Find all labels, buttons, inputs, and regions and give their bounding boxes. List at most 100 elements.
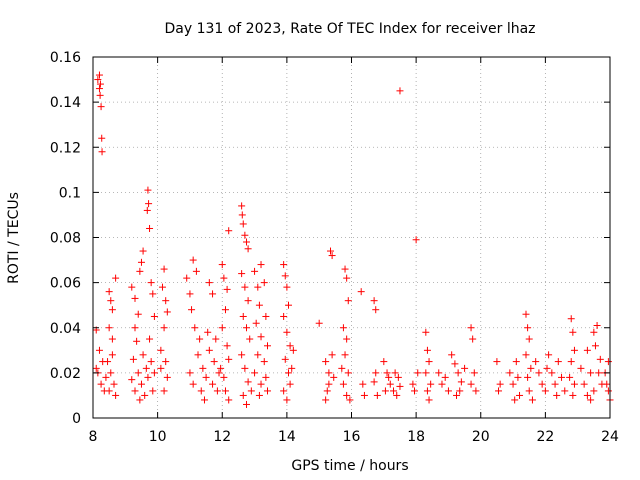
data-point	[209, 290, 217, 298]
data-point	[522, 351, 530, 359]
data-point	[343, 335, 351, 343]
data-point	[280, 261, 288, 269]
data-point	[238, 202, 246, 210]
data-point	[554, 358, 562, 366]
data-point	[104, 358, 112, 366]
data-point	[435, 369, 443, 377]
data-point	[341, 351, 349, 359]
data-point	[134, 369, 142, 377]
data-point	[328, 351, 336, 359]
data-point	[204, 328, 212, 336]
data-point	[134, 310, 142, 318]
data-point	[425, 396, 433, 404]
data-point	[506, 369, 514, 377]
data-point	[241, 364, 249, 372]
data-point	[383, 369, 391, 377]
data-point	[157, 364, 165, 372]
data-point	[221, 306, 229, 314]
data-point	[136, 396, 144, 404]
data-points-layer	[92, 71, 614, 408]
data-point	[315, 319, 323, 327]
data-point	[283, 328, 291, 336]
data-point	[225, 355, 233, 363]
data-point	[142, 364, 150, 372]
data-point	[150, 312, 158, 320]
data-point	[553, 391, 561, 399]
data-point	[136, 267, 144, 275]
data-point	[511, 396, 519, 404]
data-point	[380, 358, 388, 366]
data-point	[131, 294, 139, 302]
data-point	[112, 391, 120, 399]
data-point	[472, 387, 480, 395]
data-point	[284, 369, 292, 377]
data-point	[591, 342, 599, 350]
data-point	[137, 380, 145, 388]
data-point	[344, 297, 352, 305]
data-point	[603, 380, 611, 388]
data-point	[145, 200, 153, 208]
data-point	[561, 387, 569, 395]
data-point	[238, 351, 246, 359]
data-point	[217, 364, 225, 372]
data-point	[590, 387, 598, 395]
data-point	[441, 373, 449, 381]
data-point	[218, 261, 226, 269]
data-point	[422, 328, 430, 336]
y-tick-label: 0.08	[50, 231, 81, 247]
data-point	[213, 387, 221, 395]
data-point	[254, 351, 262, 359]
data-point	[453, 391, 461, 399]
data-point	[96, 91, 104, 99]
y-tick-label: 0.1	[59, 185, 81, 201]
data-point	[255, 301, 263, 309]
data-point	[558, 373, 566, 381]
data-point	[343, 274, 351, 282]
data-point	[587, 396, 595, 404]
data-point	[163, 308, 171, 316]
data-point	[129, 355, 137, 363]
data-point	[604, 358, 612, 366]
data-point	[197, 387, 205, 395]
x-tick-label: 8	[89, 429, 98, 445]
data-point	[196, 335, 204, 343]
data-point	[242, 238, 250, 246]
data-point	[567, 358, 575, 366]
data-point	[252, 319, 260, 327]
data-point	[370, 378, 378, 386]
data-point	[393, 391, 401, 399]
data-point	[238, 270, 246, 278]
data-point	[97, 380, 105, 388]
data-point	[242, 400, 250, 408]
data-point	[131, 324, 139, 332]
y-tick-label: 0.04	[50, 321, 81, 337]
data-point	[509, 380, 517, 388]
data-point	[381, 387, 389, 395]
data-point	[338, 364, 346, 372]
data-point	[423, 346, 431, 354]
y-tick-labels: 0 0.02 0.04 0.06 0.08 0.1 0.12 0.14 0.16	[50, 50, 81, 427]
data-point	[448, 351, 456, 359]
data-point	[590, 328, 598, 336]
x-tick-label: 10	[149, 429, 167, 445]
data-point	[370, 297, 378, 305]
data-point	[372, 306, 380, 314]
data-point	[244, 378, 252, 386]
x-tick-label: 22	[536, 429, 554, 445]
data-point	[280, 387, 288, 395]
data-point	[522, 310, 530, 318]
data-point	[325, 380, 333, 388]
data-point	[247, 387, 255, 395]
data-point	[341, 265, 349, 273]
data-point	[251, 369, 259, 377]
data-point	[422, 369, 430, 377]
plot-frame	[92, 56, 611, 419]
data-point	[286, 342, 294, 350]
data-point	[372, 369, 380, 377]
data-point	[137, 258, 145, 266]
data-point	[583, 346, 591, 354]
data-point	[239, 312, 247, 320]
data-point	[283, 283, 291, 291]
data-point	[260, 358, 268, 366]
x-tick-label: 14	[278, 429, 296, 445]
